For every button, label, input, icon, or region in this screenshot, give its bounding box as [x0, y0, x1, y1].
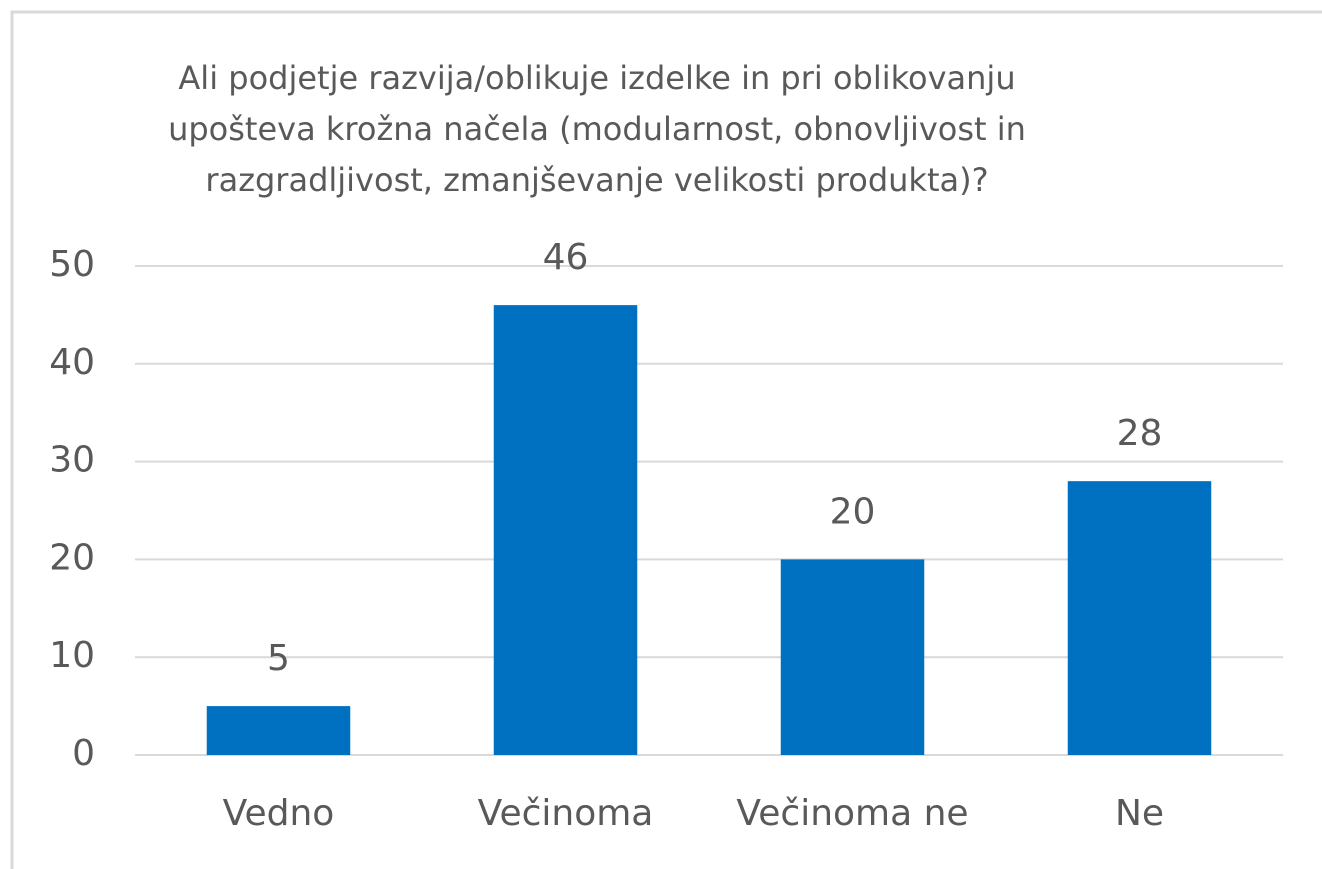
x-tick-label: Večinoma ne — [736, 793, 968, 834]
y-tick-label: 50 — [49, 244, 95, 285]
data-label: 5 — [267, 638, 290, 679]
chart-title: razgradljivost, zmanjševanje velikosti p… — [205, 161, 988, 199]
data-label: 46 — [543, 237, 589, 278]
x-tick-label: Vedno — [223, 793, 335, 834]
x-tick-label: Večinoma — [478, 793, 654, 834]
chart-title: Ali podjetje razvija/oblikuje izdelke in… — [178, 59, 1015, 97]
y-tick-label: 30 — [49, 440, 95, 481]
x-tick-label: Ne — [1115, 793, 1164, 834]
bar — [206, 706, 351, 755]
bar — [780, 559, 925, 755]
y-tick-label: 40 — [49, 342, 95, 383]
bar — [1067, 481, 1212, 755]
chart-title: upošteva krožna načela (modularnost, obn… — [168, 110, 1026, 148]
y-tick-label: 10 — [49, 635, 95, 676]
y-tick-label: 20 — [49, 537, 95, 578]
bar — [493, 305, 638, 755]
data-label: 28 — [1117, 413, 1163, 454]
y-tick-label: 0 — [72, 733, 95, 774]
data-label: 20 — [830, 491, 876, 532]
